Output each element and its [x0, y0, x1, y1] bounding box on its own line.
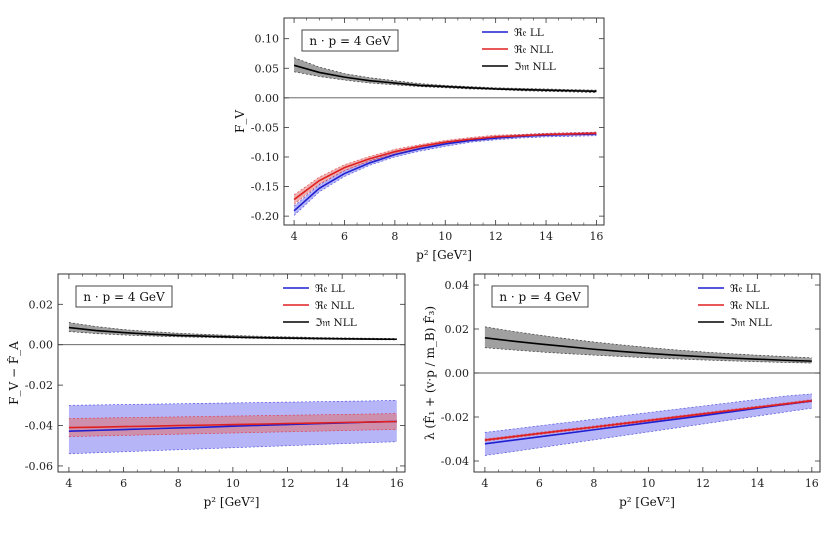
annotation-box: n · p = 4 GeV — [491, 285, 589, 308]
x-tick-label: 10 — [438, 230, 452, 243]
legend-label-re-ll: ℜ𝔢 LL — [730, 283, 760, 295]
x-tick-label: 16 — [805, 477, 819, 490]
x-tick-label: 16 — [589, 230, 603, 243]
y-tick-label: 0.02 — [29, 298, 54, 311]
plot-area — [474, 326, 820, 456]
x-tick-label: 4 — [291, 230, 298, 243]
series-line-im-nll — [293, 64, 597, 93]
y-tick-label: 0.02 — [445, 323, 470, 336]
x-tick-label: 14 — [750, 477, 764, 490]
y-tick-label: -0.15 — [251, 181, 279, 194]
x-tick-label: 12 — [281, 477, 295, 490]
band-edge-upper-re-nll — [484, 399, 812, 440]
y-tick-label: -0.06 — [25, 460, 53, 473]
x-axis-label: p² [GeV²] — [619, 495, 675, 509]
annotation-box: n · p = 4 GeV — [75, 285, 173, 308]
y-tick-label: -0.10 — [251, 151, 279, 164]
y-tick-label: 0.00 — [445, 367, 470, 380]
y-tick-label: -0.04 — [441, 455, 469, 468]
panel-1: 4 6 8 10 12 14 16 0.10 0.05 0.00 -0.05 -0.10 -0.15 -0… — [233, 17, 605, 262]
series-line-re-nll — [68, 420, 397, 429]
band-im-nll — [68, 322, 397, 340]
panel-3: 4 6 8 10 12 14 16 0.04 0.02 0.00 -0.02 -0.04 p² [GeV… — [422, 273, 821, 509]
legend-label-im-nll: ℑ𝔪 NLL — [730, 317, 772, 329]
legend-label-re-ll: ℜ𝔢 LL — [514, 27, 544, 39]
annotation-text: n · p = 4 GeV — [309, 34, 391, 48]
series-line-re-ll — [484, 400, 812, 445]
legend: ℜ𝔢 LL ℜ𝔢 NLL ℑ𝔪 NLL — [283, 283, 357, 329]
y-axis-label: F_V — [233, 110, 247, 133]
y-tick-label: 0.00 — [29, 339, 54, 352]
x-tick-label: 14 — [335, 477, 349, 490]
band-edge-lower-re-nll — [68, 429, 397, 437]
band-edge-upper-im-nll — [68, 322, 397, 339]
x-tick-label: 8 — [391, 230, 398, 243]
x-tick-label: 10 — [226, 477, 240, 490]
plot-frame — [283, 17, 605, 226]
plot-frame — [57, 273, 406, 473]
band-edge-lower-im-nll — [294, 71, 597, 93]
x-tick-label: 4 — [481, 477, 488, 490]
band-edge-upper-im-nll — [484, 326, 812, 359]
x-axis-label: p² [GeV²] — [204, 495, 260, 509]
legend-label-re-nll: ℜ𝔢 NLL — [514, 44, 553, 56]
y-axis-label: F_V − F̂_A — [6, 341, 21, 405]
y-tick-label: -0.02 — [441, 411, 469, 424]
panel-2: 4 6 8 10 12 14 16 0.02 0.00 -0.02 -0.04 -0.06 p² [Ge… — [6, 273, 406, 509]
annotation-box: n · p = 4 GeV — [301, 29, 399, 52]
legend-label-im-nll: ℑ𝔪 NLL — [315, 317, 357, 329]
x-tick-label: 12 — [489, 230, 503, 243]
x-axis-label: p² [GeV²] — [416, 248, 472, 262]
band-edge-lower-re-ll — [293, 135, 597, 216]
x-tick-label: 6 — [536, 477, 543, 490]
band-edge-lower-im-nll — [484, 347, 812, 364]
y-tick-label: -0.20 — [251, 210, 279, 223]
y-tick-label: -0.05 — [251, 121, 279, 134]
x-tick-label: 14 — [539, 230, 553, 243]
legend-label-re-nll: ℜ𝔢 NLL — [315, 300, 354, 312]
band-edge-lower-re-ll — [68, 441, 397, 455]
band-re-ll — [484, 393, 812, 456]
legend-label-im-nll: ℑ𝔪 NLL — [514, 61, 556, 73]
y-tick-label: 0.04 — [445, 279, 470, 292]
band-edge-upper-re-nll — [68, 413, 397, 419]
y-tick-label: -0.04 — [25, 420, 53, 433]
band-edge-lower-re-nll — [484, 401, 812, 442]
y-axis-label: λ (F̂₁ + (v·p / m_B) F̂₃) — [422, 306, 437, 440]
annotation-text: n · p = 4 GeV — [499, 290, 581, 304]
x-tick-label: 4 — [65, 477, 72, 490]
legend: ℜ𝔢 LL ℜ𝔢 NLL ℑ𝔪 NLL — [482, 27, 556, 73]
series-line-im-nll — [484, 337, 812, 362]
band-im-nll — [294, 57, 597, 93]
series-line-re-nll — [484, 399, 812, 441]
series-line-re-nll — [293, 132, 597, 201]
series-line-im-nll — [68, 326, 397, 341]
legend: ℜ𝔢 LL ℜ𝔢 NLL ℑ𝔪 NLL — [698, 283, 772, 329]
band-im-nll — [484, 326, 812, 364]
plot-area — [284, 57, 604, 216]
y-tick-label: 0.00 — [255, 92, 280, 105]
x-tick-label: 10 — [641, 477, 655, 490]
x-tick-label: 16 — [390, 477, 404, 490]
band-edge-upper-re-ll — [68, 399, 397, 406]
band-edge-lower-re-ll — [484, 407, 812, 456]
band-edge-upper-re-ll — [484, 393, 812, 433]
x-tick-label: 8 — [590, 477, 597, 490]
x-tick-label: 6 — [341, 230, 348, 243]
legend-label-re-nll: ℜ𝔢 NLL — [730, 300, 769, 312]
x-tick-label: 12 — [696, 477, 710, 490]
band-edge-upper-im-nll — [293, 57, 597, 91]
y-tick-label: 0.05 — [255, 62, 280, 75]
annotation-text: n · p = 4 GeV — [83, 290, 165, 304]
x-tick-label: 6 — [120, 477, 127, 490]
y-tick-label: 0.10 — [255, 33, 280, 46]
x-tick-label: 8 — [175, 477, 182, 490]
plot-area — [58, 322, 405, 455]
y-tick-label: -0.02 — [25, 379, 53, 392]
legend-label-re-ll: ℜ𝔢 LL — [315, 283, 345, 295]
